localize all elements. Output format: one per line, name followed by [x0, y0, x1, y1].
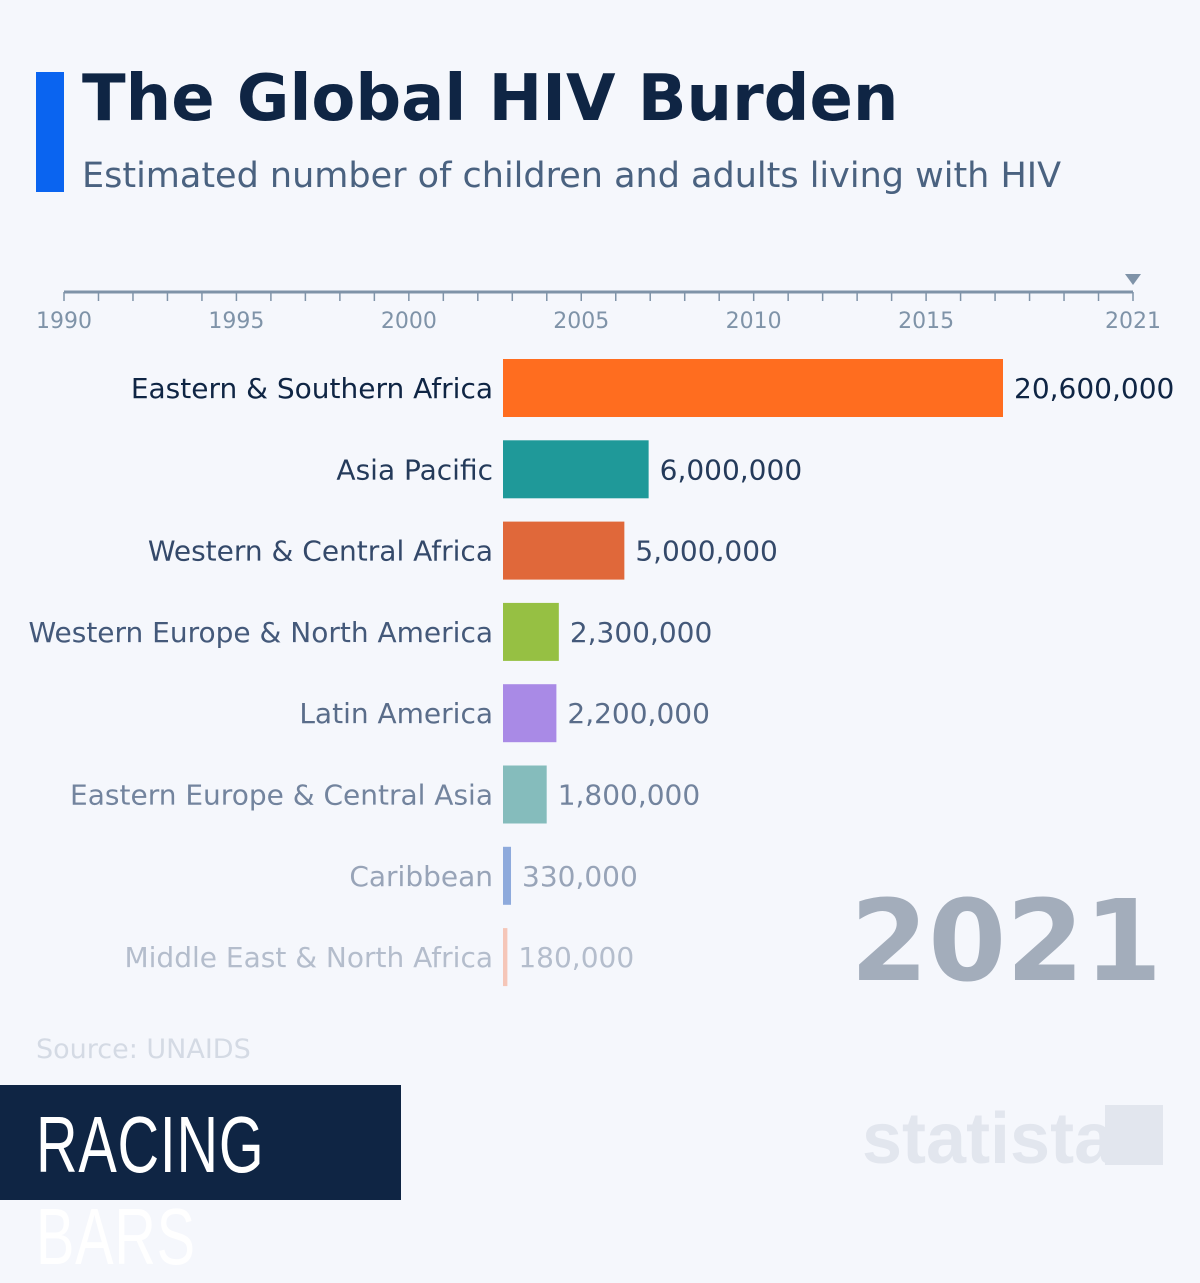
bar-category-label: Western & Central Africa	[148, 535, 493, 568]
bar-value-label: 2,200,000	[567, 697, 710, 730]
current-year-label: 2021	[850, 877, 1162, 1007]
bar	[503, 765, 547, 824]
bar	[503, 684, 557, 743]
bar-value-label: 6,000,000	[660, 453, 803, 486]
racing-bars-banner: RACING BARS	[0, 1085, 401, 1281]
title-accent-bar	[36, 72, 64, 192]
bar	[503, 846, 512, 905]
bar-category-label: Western Europe & North America	[28, 616, 493, 649]
timeline-tick-label: 2021	[1105, 309, 1161, 334]
timeline-tick-label: 2010	[726, 309, 782, 334]
bar	[503, 928, 508, 987]
bar-category-label: Caribbean	[349, 860, 493, 893]
bar-category-label: Eastern Europe & Central Asia	[70, 779, 493, 812]
timeline-tick-label: 2000	[381, 309, 437, 334]
bar	[503, 359, 1003, 417]
racing-bar-chart: 1990 1995 2000 2005 2010 2015 2021 Eastern & So…	[28, 274, 1174, 1007]
bar-category-label: Latin America	[299, 697, 493, 730]
timeline-tick-label: 1990	[36, 309, 92, 334]
bar-category-label: Asia Pacific	[336, 453, 493, 486]
statista-logo-icon	[1105, 1105, 1163, 1165]
chart-title: The Global HIV Burden	[82, 62, 899, 136]
bar-category-label: Middle East & North Africa	[124, 941, 493, 974]
timeline-tick-label: 1995	[208, 309, 264, 334]
bar-value-label: 5,000,000	[635, 535, 778, 568]
statista-logo: statista	[862, 1099, 1115, 1179]
bar-category-label: Eastern & Southern Africa	[131, 372, 493, 405]
bar	[503, 521, 625, 580]
bar-value-label: 1,800,000	[558, 779, 701, 812]
bar-value-label: 180,000	[518, 941, 634, 974]
bar	[503, 602, 559, 661]
timeline-tick-label: 2005	[553, 309, 609, 334]
current-year-marker-icon	[1125, 274, 1141, 285]
bar	[503, 440, 649, 499]
bar-value-label: 330,000	[522, 860, 638, 893]
bar-value-label: 2,300,000	[570, 616, 713, 649]
source-note: Source: UNAIDS	[36, 1034, 251, 1065]
chart-subtitle: Estimated number of children and adults …	[82, 156, 1062, 196]
banner-label: RACING BARS	[36, 1100, 265, 1281]
bar-value-label: 20,600,000	[1014, 372, 1174, 405]
timeline-tick-label: 2015	[898, 309, 954, 334]
